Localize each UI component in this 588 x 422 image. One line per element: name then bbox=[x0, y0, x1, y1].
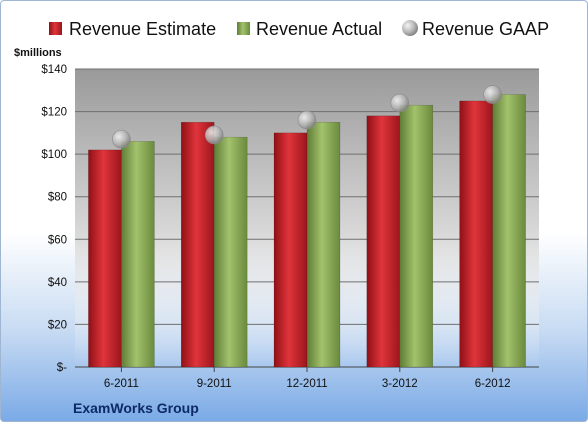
bars bbox=[88, 94, 526, 368]
x-tick-label: 12-2011 bbox=[286, 378, 327, 390]
actual-bar bbox=[492, 94, 526, 368]
actual-bar bbox=[213, 136, 248, 368]
x-axis-ticks: 6-2011 9-2011 12-2011 3-2012 6-2012 bbox=[104, 367, 511, 390]
legend-swatch-estimate bbox=[49, 22, 62, 35]
gaap-marker bbox=[297, 110, 317, 130]
actual-bar bbox=[121, 141, 155, 368]
x-tick-label: 9-2011 bbox=[197, 378, 232, 390]
legend-swatch-actual bbox=[237, 22, 250, 35]
x-tick-label: 3-2012 bbox=[382, 378, 418, 390]
actual-bar bbox=[399, 104, 434, 368]
actual-bar bbox=[306, 121, 341, 368]
legend-label-actual: Revenue Actual bbox=[256, 19, 382, 39]
gaap-marker bbox=[112, 129, 131, 149]
estimate-bar bbox=[180, 121, 215, 368]
y-tick-label: $- bbox=[57, 362, 67, 374]
x-tick-label: 6-2011 bbox=[104, 378, 139, 390]
y-tick-label: $120 bbox=[41, 107, 67, 119]
legend: Revenue Estimate Revenue Actual Revenue … bbox=[49, 19, 549, 39]
y-tick-label: $60 bbox=[48, 234, 67, 246]
y-axis-label: $millions bbox=[14, 47, 62, 59]
estimate-bar bbox=[459, 100, 493, 368]
y-tick-label: $20 bbox=[48, 319, 67, 331]
y-tick-label: $100 bbox=[41, 149, 67, 161]
company-name: ExamWorks Group bbox=[73, 400, 199, 416]
gaap-marker bbox=[390, 93, 410, 113]
estimate-bar bbox=[366, 115, 401, 368]
legend-label-estimate: Revenue Estimate bbox=[69, 19, 216, 39]
gaap-marker bbox=[483, 85, 502, 104]
x-tick-label: 6-2012 bbox=[475, 378, 511, 390]
y-tick-label: $140 bbox=[41, 64, 67, 76]
y-tick-label: $80 bbox=[48, 192, 67, 204]
y-tick-label: $40 bbox=[48, 277, 67, 289]
legend-label-gaap: Revenue GAAP bbox=[422, 19, 549, 39]
gaap-marker bbox=[204, 125, 224, 145]
estimate-bar bbox=[273, 132, 308, 368]
y-axis-ticks: $- $20 $40 $60 $80 $100 $120 $140 bbox=[41, 64, 67, 374]
legend-swatch-gaap bbox=[402, 20, 418, 36]
estimate-bar bbox=[88, 149, 122, 368]
gaap-markers bbox=[112, 85, 502, 149]
